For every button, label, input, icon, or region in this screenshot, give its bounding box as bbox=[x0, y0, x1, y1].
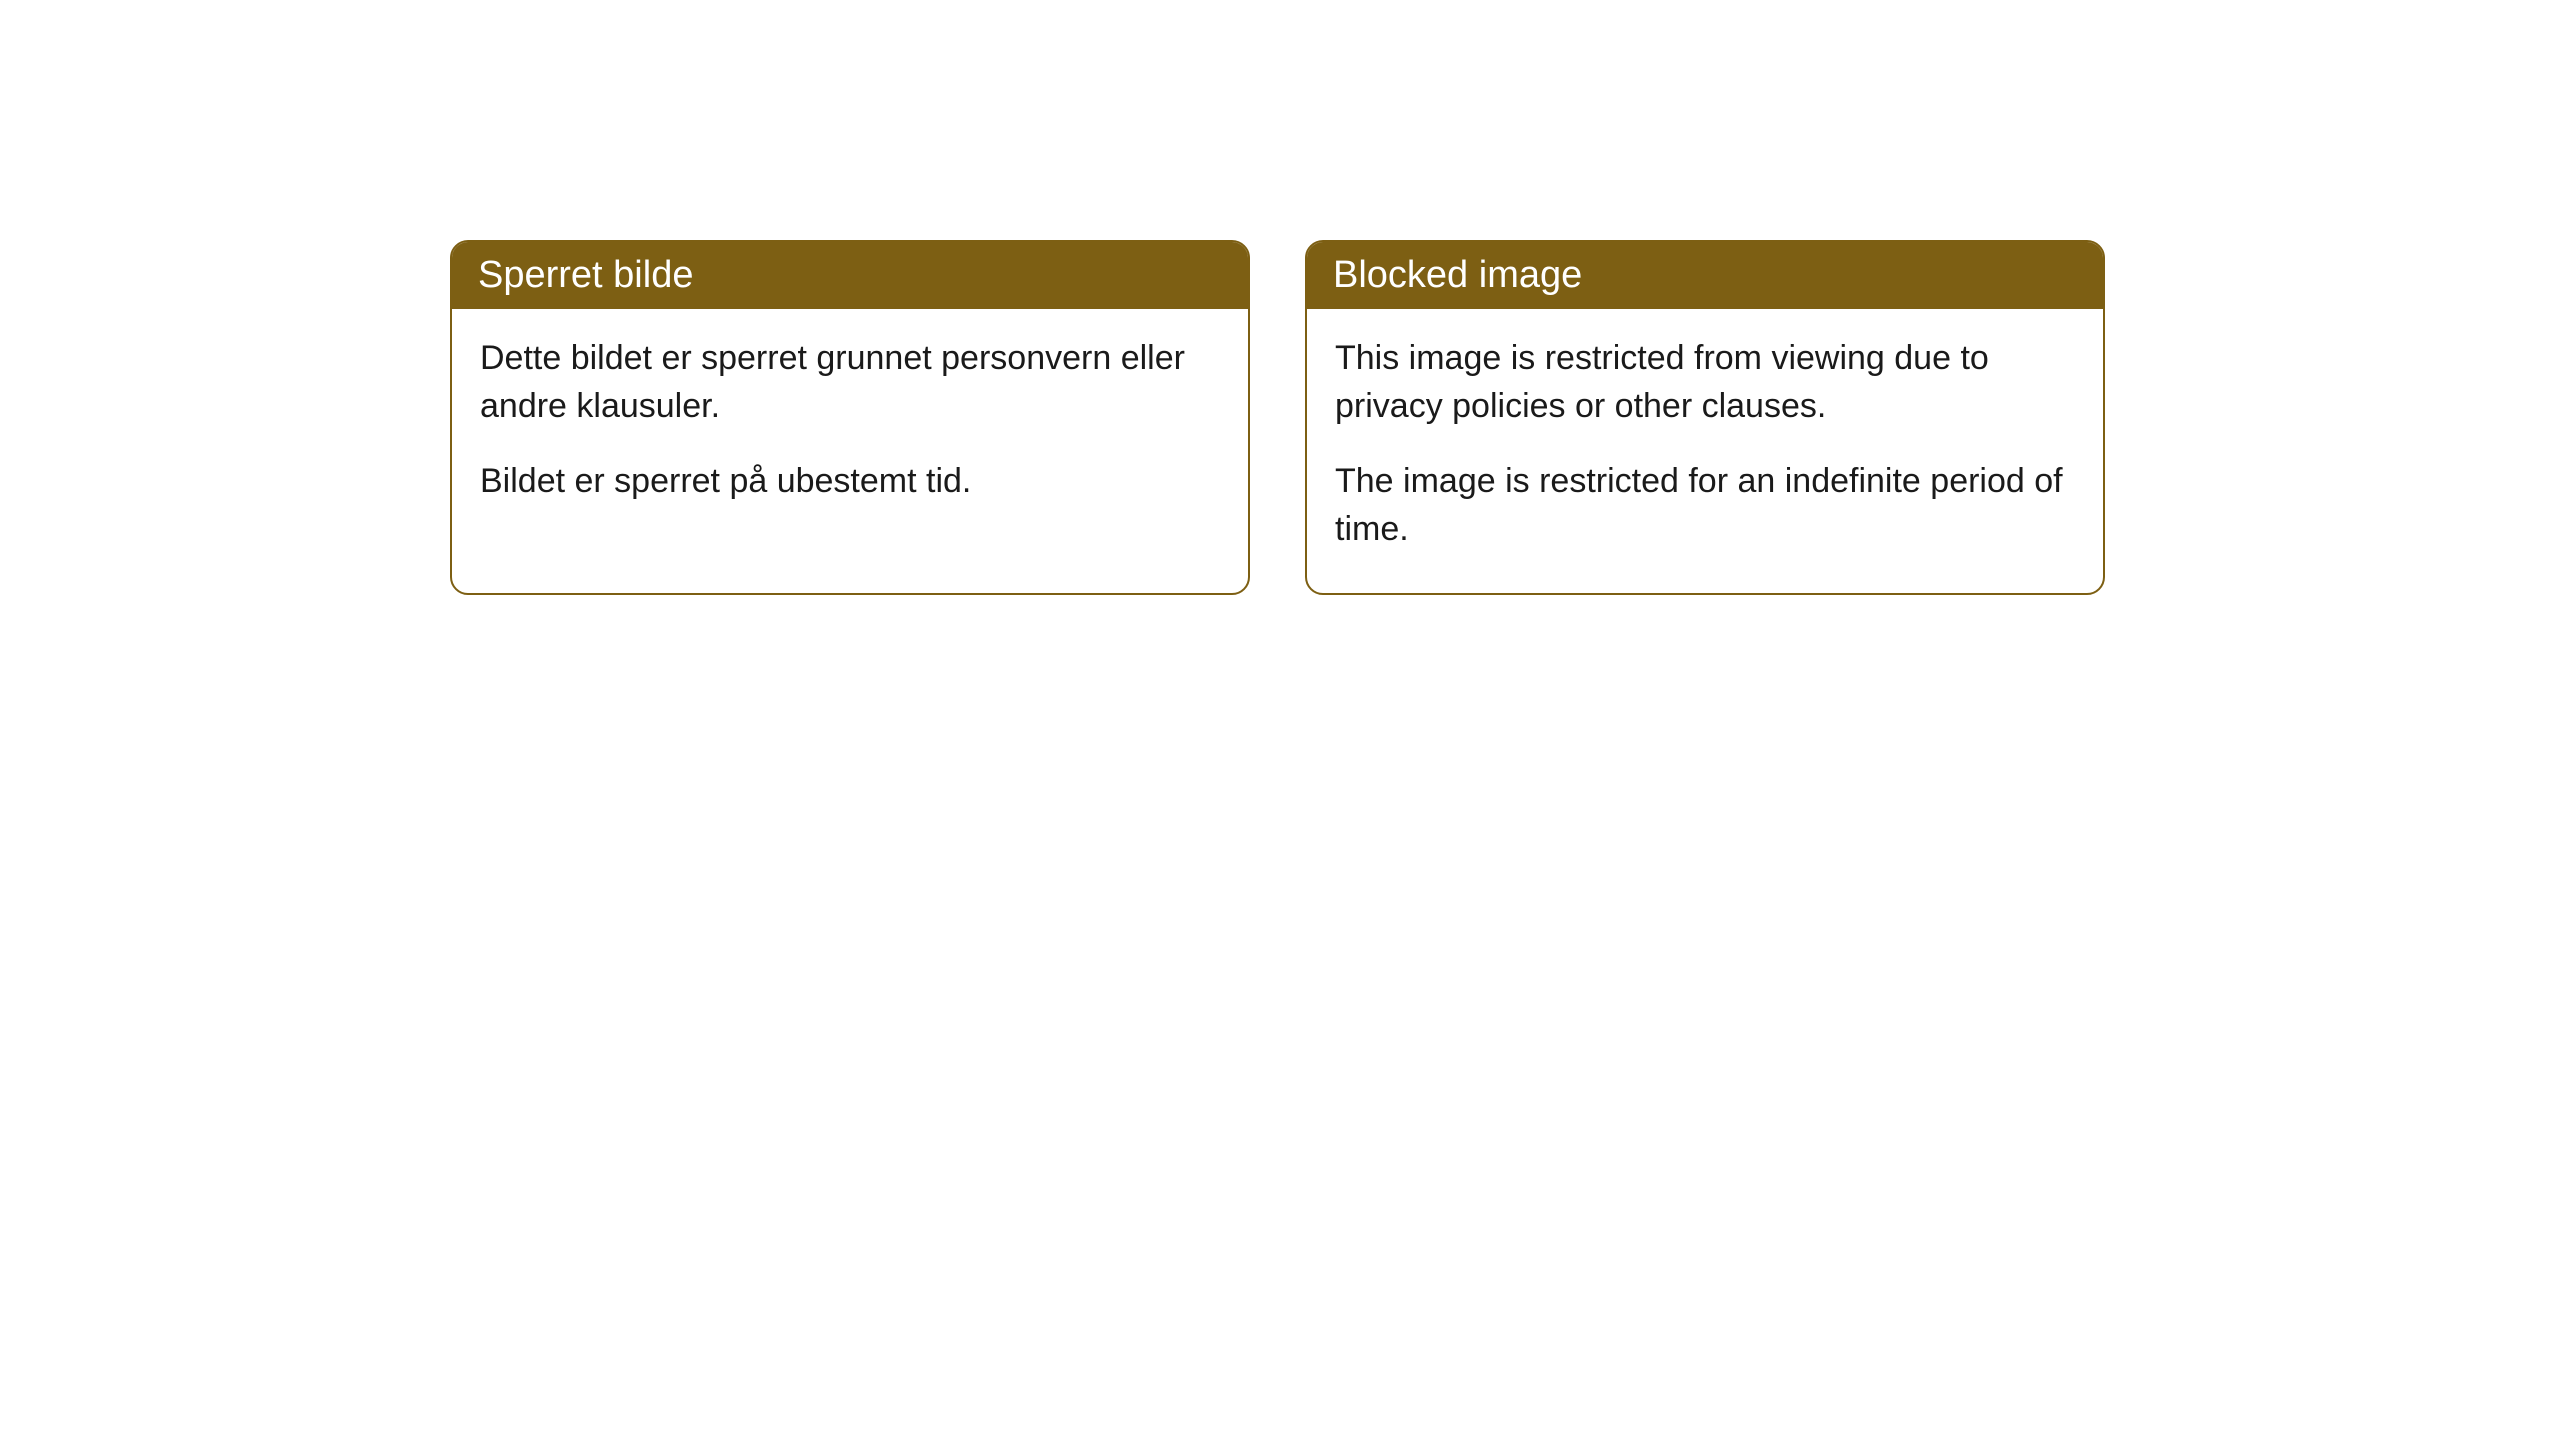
card-paragraph-1-en: This image is restricted from viewing du… bbox=[1335, 335, 2075, 430]
card-paragraph-1-no: Dette bildet er sperret grunnet personve… bbox=[480, 335, 1220, 430]
card-paragraph-2-en: The image is restricted for an indefinit… bbox=[1335, 458, 2075, 553]
card-body-en: This image is restricted from viewing du… bbox=[1307, 309, 2103, 593]
card-header-en: Blocked image bbox=[1307, 242, 2103, 309]
blocked-image-card-en: Blocked image This image is restricted f… bbox=[1305, 240, 2105, 595]
card-paragraph-2-no: Bildet er sperret på ubestemt tid. bbox=[480, 458, 1220, 506]
card-body-no: Dette bildet er sperret grunnet personve… bbox=[452, 309, 1248, 546]
notice-cards-container: Sperret bilde Dette bildet er sperret gr… bbox=[450, 240, 2105, 595]
blocked-image-card-no: Sperret bilde Dette bildet er sperret gr… bbox=[450, 240, 1250, 595]
card-header-no: Sperret bilde bbox=[452, 242, 1248, 309]
